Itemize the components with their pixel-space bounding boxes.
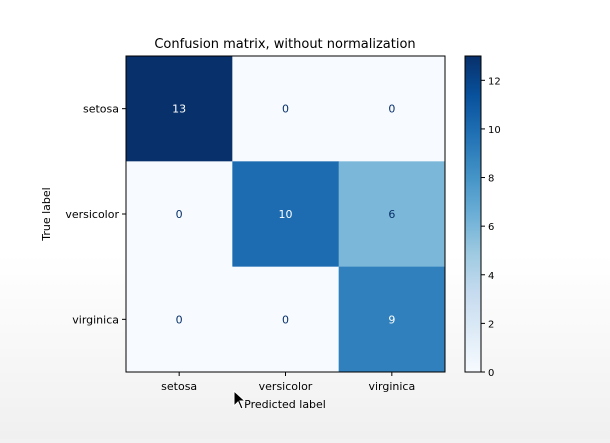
x-tick-label: setosa — [161, 380, 197, 393]
cell-value-label: 13 — [172, 103, 186, 116]
colorbar-ticks: 0 2 4 6 8 10 12 — [481, 76, 501, 379]
y-tick-label: virginica — [72, 313, 119, 326]
x-axis-label: Predicted label — [244, 398, 326, 411]
y-tick-label: setosa — [83, 103, 119, 116]
matrix-cell-labels: 13 0 0 0 10 6 0 0 9 — [172, 103, 395, 327]
cell-value-label: 0 — [388, 103, 395, 116]
matrix-cell — [126, 161, 233, 268]
matrix-cell — [338, 56, 446, 162]
y-tick-label: versicolor — [65, 208, 119, 221]
cell-value-label: 0 — [176, 313, 183, 326]
colorbar-tick-label: 6 — [488, 222, 494, 233]
y-axis-ticks: setosa versicolor virginica — [65, 103, 126, 326]
colorbar-gradient — [464, 55, 482, 373]
cell-value-label: 0 — [282, 103, 289, 116]
cell-value-label: 10 — [279, 208, 293, 221]
x-axis-ticks: setosa versicolor virginica — [161, 372, 415, 393]
matrix-cell — [126, 266, 233, 373]
colorbar-tick-label: 8 — [488, 174, 494, 185]
colorbar-tick-label: 0 — [488, 368, 494, 379]
matrix-cells — [126, 56, 446, 373]
matrix-cell — [232, 56, 340, 162]
matrix-cell — [338, 161, 446, 268]
colorbar-tick-label: 2 — [488, 319, 494, 330]
mouse-cursor-icon — [233, 390, 247, 410]
cell-value-label: 0 — [176, 208, 183, 221]
matrix-cell — [126, 56, 233, 162]
cell-value-label: 9 — [388, 313, 395, 326]
chart-title: Confusion matrix, without normalization — [154, 37, 415, 52]
plot-frame — [125, 55, 446, 373]
matrix-cell — [232, 266, 340, 373]
colorbar-tick-label: 10 — [488, 125, 501, 136]
matrix-cell — [232, 161, 340, 268]
cell-value-label: 6 — [388, 208, 395, 221]
colorbar-tick-label: 12 — [488, 76, 501, 87]
x-tick-label: virginica — [368, 380, 415, 393]
colorbar-tick-label: 4 — [488, 271, 494, 282]
colorbar: 0 2 4 6 8 10 12 — [464, 55, 501, 379]
y-axis-label: True label — [40, 187, 53, 241]
matrix-cell — [338, 266, 446, 373]
cell-value-label: 0 — [282, 313, 289, 326]
x-tick-label: versicolor — [259, 380, 313, 393]
